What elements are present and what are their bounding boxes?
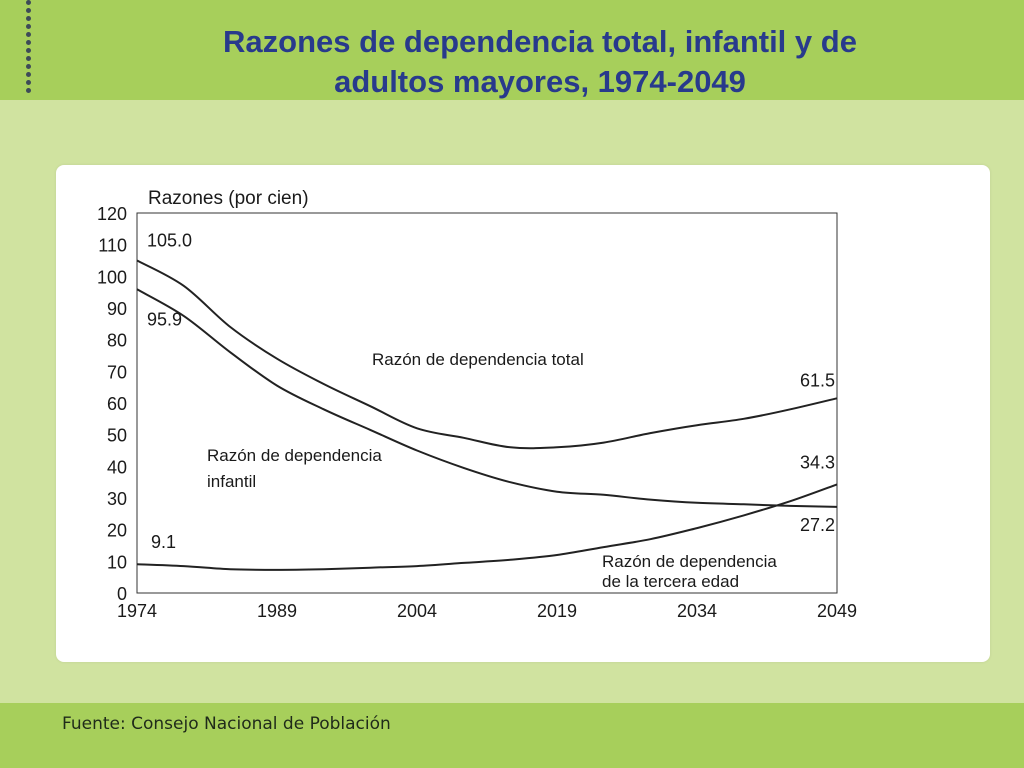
source-note: Fuente: Consejo Nacional de Población [62,714,391,734]
plot-area-frame [136,212,838,594]
header-band [0,0,1024,100]
y-tick-label: 70 [107,362,127,382]
title-line-2: adultos mayores, 1974-2049 [334,64,746,99]
y-axis-ticks: 0 10 20 30 40 50 60 70 80 90 100 110 120 [97,204,127,604]
series-line-total [136,259,838,450]
annotation-tercera-line2: de la tercera edad [602,572,739,591]
data-label: 9.1 [151,532,176,552]
y-tick-label: 20 [107,521,127,541]
y-axis-label: Razones (por cien) [148,188,309,209]
title-line-1: Razones de dependencia total, infantil y… [223,24,857,59]
data-label: 27.2 [800,515,835,535]
data-label: 95.9 [147,309,182,329]
x-tick-label: 1974 [117,601,157,621]
x-axis-ticks: 1974 1989 2004 2019 2034 2049 [117,601,857,621]
y-tick-label: 0 [117,584,127,604]
x-tick-label: 2034 [677,601,717,621]
y-tick-label: 10 [107,552,127,572]
x-tick-label: 2004 [397,601,437,621]
data-label: 34.3 [800,452,835,472]
decorative-dot-strip [25,0,33,96]
annotation-infantil-line1: Razón de dependencia [207,446,382,465]
y-tick-label: 30 [107,489,127,509]
x-tick-label: 1989 [257,601,297,621]
series-lines [136,259,838,571]
series-line-tercera-edad [136,483,838,571]
x-tick-label: 2019 [537,601,577,621]
y-tick-label: 120 [97,204,127,224]
annotation-infantil-line2: infantil [207,472,256,491]
annotation-tercera-line1: Razón de dependencia [602,552,777,571]
y-tick-label: 90 [107,299,127,319]
dependency-ratio-chart: Razones (por cien) 0 10 20 30 40 50 60 70 80 90 10… [97,188,857,621]
y-tick-label: 80 [107,331,127,351]
y-tick-label: 40 [107,457,127,477]
slide-title: Razones de dependencia total, infantil y… [130,22,950,102]
y-tick-label: 110 [98,236,127,256]
footer-band [0,703,1024,768]
data-labels: 105.0 95.9 9.1 61.5 34.3 27.2 [147,231,835,553]
data-label: 61.5 [800,370,835,390]
chart-card: Razones (por cien) 0 10 20 30 40 50 60 70 80 90 10… [56,165,990,662]
y-tick-label: 50 [107,426,127,446]
y-tick-label: 60 [107,394,127,414]
y-tick-label: 100 [97,267,127,287]
data-label: 105.0 [147,231,192,251]
x-tick-label: 2049 [817,601,857,621]
annotation-total: Razón de dependencia total [372,350,584,369]
series-line-infantil [136,288,838,508]
